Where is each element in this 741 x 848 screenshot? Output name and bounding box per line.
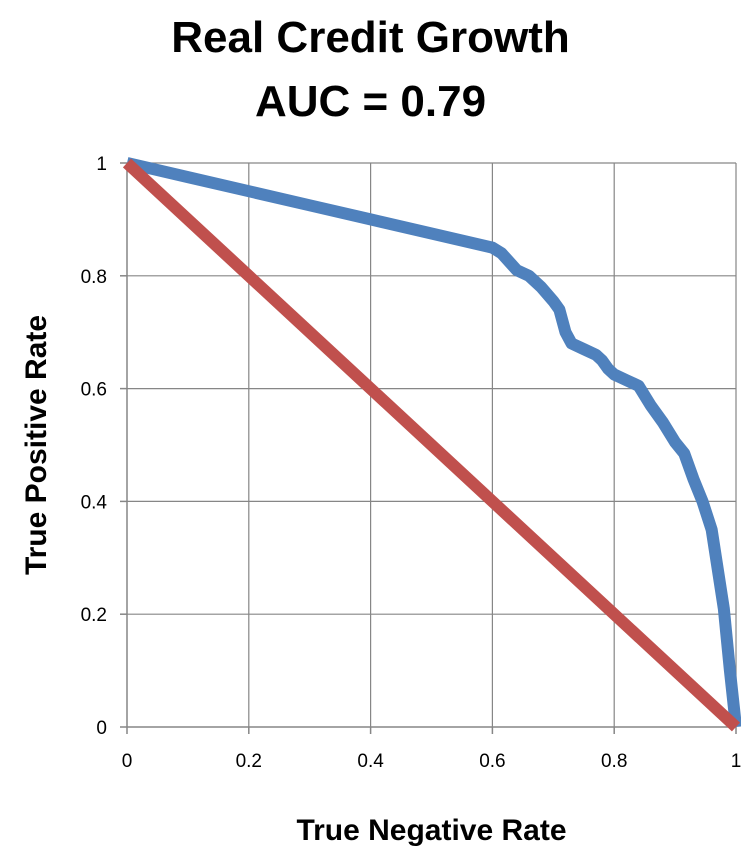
y-tick-label: 0.4 — [81, 492, 108, 513]
chart-title-line-1: Real Credit Growth — [171, 13, 570, 62]
x-tick-label: 0.2 — [236, 751, 262, 772]
y-tick-label: 0.8 — [81, 267, 107, 288]
diagonal-line — [122, 158, 741, 732]
y-axis-title: True Positive Rate — [20, 315, 53, 575]
x-tick-label: 1 — [731, 751, 741, 772]
y-tick-label: 0.2 — [81, 605, 107, 626]
x-tick-label: 0.8 — [601, 751, 627, 772]
axes — [120, 162, 737, 734]
tick-labels: 0 0.2 0.4 0.6 0.8 1 0 0.2 0.4 0.6 0.8 1 — [81, 154, 741, 772]
y-tick-label: 1 — [96, 154, 107, 175]
x-tick-label: 0.6 — [479, 751, 505, 772]
x-axis-title: True Negative Rate — [296, 814, 566, 847]
y-tick-label: 0 — [96, 718, 107, 739]
x-tick-label: 0 — [122, 751, 133, 772]
y-tick-label: 0.6 — [81, 380, 107, 401]
roc-curve-line — [125, 157, 741, 728]
series-lines — [122, 157, 741, 732]
chart-title-line-2: AUC = 0.79 — [254, 77, 487, 126]
x-tick-label: 0.4 — [357, 751, 384, 772]
